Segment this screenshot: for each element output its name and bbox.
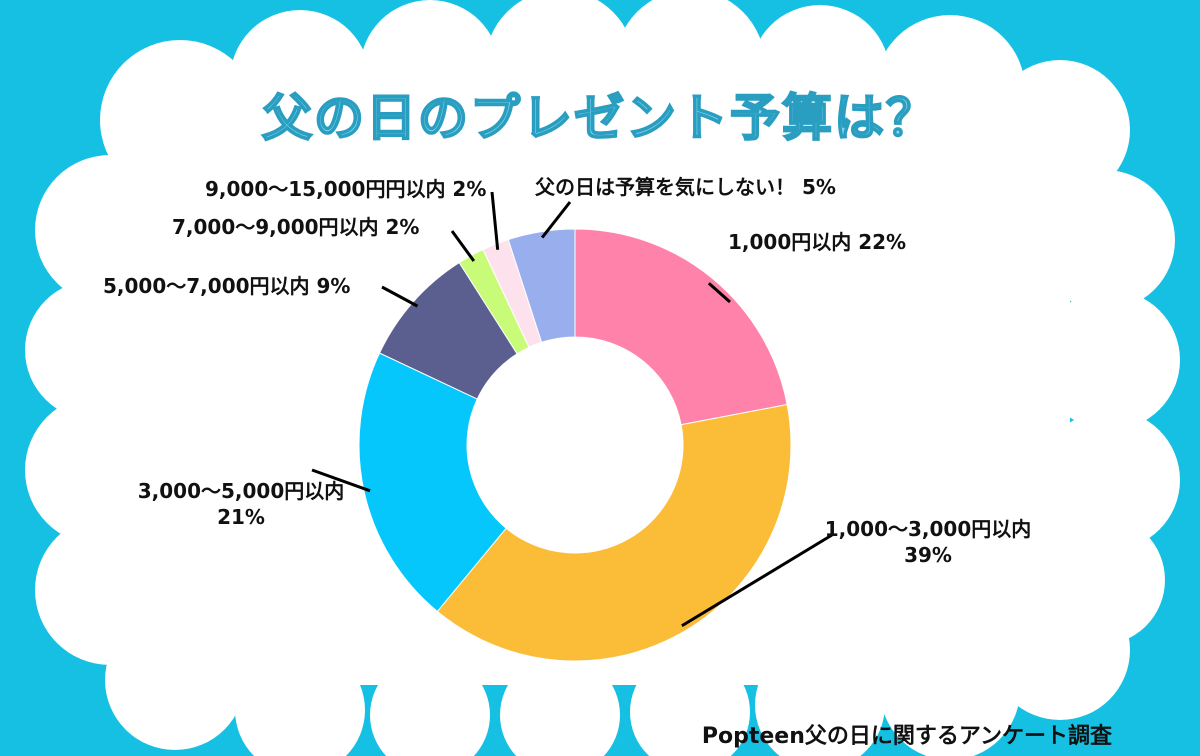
leader-line-5 [490, 191, 500, 250]
chart-title: 父の日のプレゼント予算は？ [261, 88, 938, 148]
pie-slice-1 [436, 403, 792, 662]
cloud-shape [25, 0, 1180, 756]
leader-line-2 [311, 468, 371, 493]
slice-label-1000-3000: 1,000～3,000円以内 39% [824, 517, 1032, 567]
survey-source: Popteen父の日に関するアンケート調査 [701, 724, 1112, 749]
slice-label-3000-5000: 3,000～5,000円以内 21% [137, 479, 345, 529]
pie-slice-6 [507, 228, 576, 343]
leader-line-3 [381, 285, 419, 308]
pie-slice-0 [574, 228, 788, 426]
leader-line-1 [681, 533, 833, 628]
slice-label-5000-7000: 5,000～7,000円以内 9% [103, 274, 351, 298]
slice-label-7000-9000: 7,000～9,000円以内 2% [172, 215, 420, 239]
leader-line-4 [450, 230, 476, 262]
leader-line-6 [540, 201, 572, 239]
leader-line-0 [707, 282, 731, 304]
slice-label-no-budget: 父の日は予算を気にしない！ 5% [535, 175, 836, 199]
donut-hole [468, 338, 682, 552]
pie-slice-2 [358, 352, 507, 613]
slice-label-9000-15000: 9,000～15,000円円以内 2% [205, 177, 487, 201]
slice-label-1000: 1,000円以内 22% [728, 230, 907, 254]
